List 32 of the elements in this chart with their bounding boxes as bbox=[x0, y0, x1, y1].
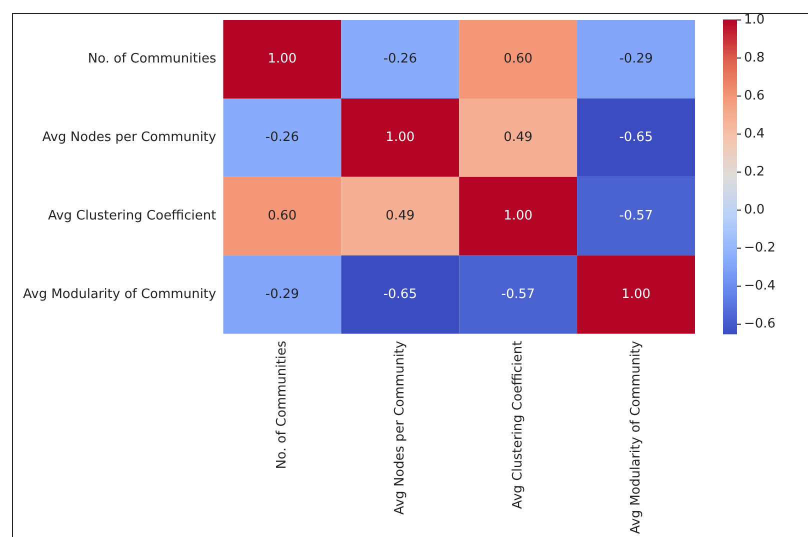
color-bar-label: −0.4 bbox=[744, 278, 776, 294]
data-label: 1.00 bbox=[268, 52, 297, 67]
color-bar-label: 1.0 bbox=[744, 12, 765, 28]
data-label: 0.60 bbox=[268, 208, 297, 224]
data-label: -0.57 bbox=[501, 286, 535, 302]
data-label: 0.49 bbox=[504, 130, 533, 146]
color-bar-label: 0.2 bbox=[744, 164, 765, 180]
data-label: 1.00 bbox=[504, 208, 533, 224]
color-bar-label: 0.6 bbox=[744, 88, 765, 104]
data-label: -0.26 bbox=[265, 130, 300, 146]
data-label: -0.57 bbox=[619, 208, 653, 224]
color-bar-label: 0.4 bbox=[744, 126, 765, 142]
color-bar-label: 0.8 bbox=[744, 50, 765, 66]
data-label: 0.60 bbox=[504, 52, 533, 67]
x-tick-label: Avg Clustering Coefficient bbox=[510, 340, 526, 510]
color-bar-label: 0.0 bbox=[744, 202, 765, 218]
y-tick-label: Avg Nodes per Community bbox=[42, 130, 217, 146]
data-label: -0.65 bbox=[383, 286, 417, 302]
y-tick-label: No. of Communities bbox=[88, 52, 216, 67]
x-tick-label: Avg Modularity of Community bbox=[628, 340, 644, 534]
x-tick-label: Avg Nodes per Community bbox=[392, 340, 408, 515]
y-tick-label: Avg Modularity of Community bbox=[22, 286, 217, 302]
color-bar-label: −0.2 bbox=[744, 240, 776, 256]
color-bar-label: −0.6 bbox=[744, 316, 776, 332]
data-label: 1.00 bbox=[386, 130, 415, 146]
data-label: 1.00 bbox=[622, 286, 651, 302]
data-label: -0.26 bbox=[383, 52, 417, 67]
data-label: 0.49 bbox=[386, 208, 415, 224]
data-label: -0.29 bbox=[619, 52, 653, 67]
y-tick-label: Avg Clustering Coefficient bbox=[48, 208, 216, 224]
data-label: -0.65 bbox=[619, 130, 653, 146]
data-label: -0.29 bbox=[265, 286, 300, 302]
